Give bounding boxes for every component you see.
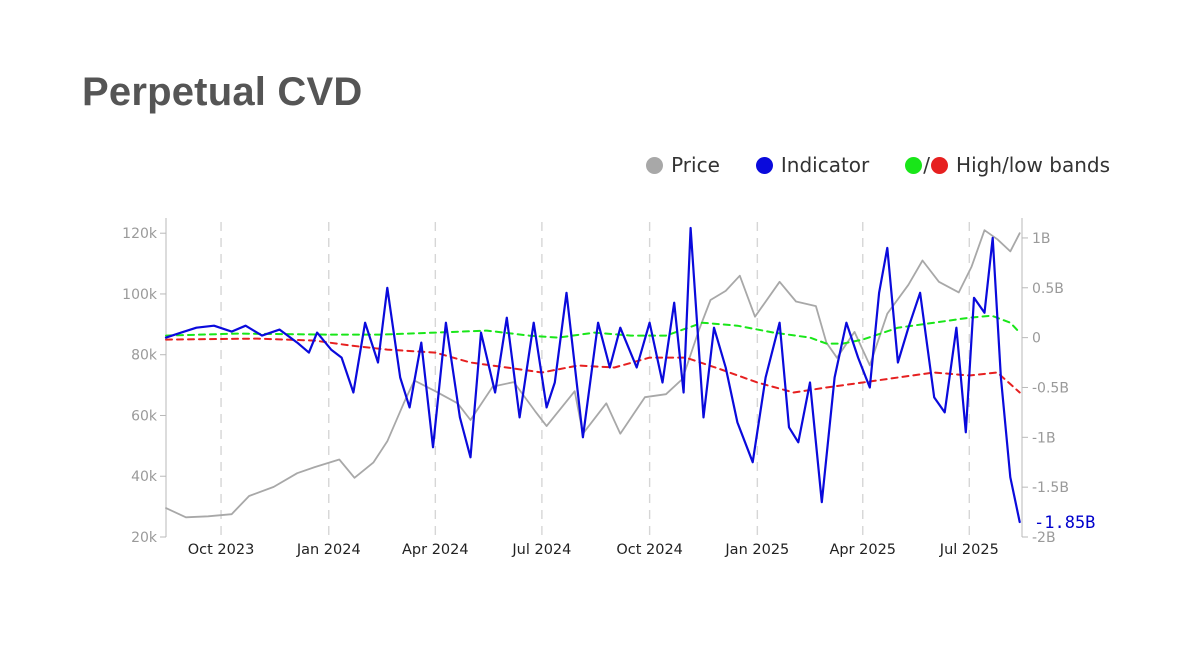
right-tick-label: 0 — [1032, 331, 1041, 347]
right-tick-label: 0.5B — [1032, 281, 1064, 297]
legend-item-bands[interactable]: / High/low bands — [905, 153, 1110, 177]
x-tick-label: Oct 2023 — [188, 542, 255, 558]
page-title: Perpetual CVD — [82, 70, 363, 114]
right-tick-label: -1.5B — [1032, 480, 1069, 496]
legend-separator: / — [923, 153, 931, 177]
legend-item-price[interactable]: Price — [646, 153, 720, 177]
x-tick-label: Apr 2025 — [829, 542, 896, 558]
price-line — [165, 229, 1021, 519]
x-tick-label: Jan 2024 — [296, 542, 361, 558]
right-tick-label: -0.5B — [1032, 380, 1069, 396]
left-tick-label: 120k — [122, 226, 158, 242]
x-tick-label: Oct 2024 — [616, 542, 683, 558]
high-band-line — [165, 314, 1021, 345]
legend-item-indicator[interactable]: Indicator — [755, 153, 870, 177]
legend-indicator-label: Indicator — [780, 153, 870, 177]
chart-legend: Price Indicator / High/low bands — [610, 153, 1110, 177]
legend-price-label: Price — [671, 153, 720, 177]
price-dot-icon — [646, 156, 664, 174]
left-tick-label: 60k — [131, 408, 158, 424]
high-band-dot-icon — [905, 156, 923, 174]
right-tick-label: -1B — [1032, 430, 1056, 446]
left-tick-label: 20k — [131, 530, 158, 546]
left-tick-label: 100k — [122, 287, 158, 303]
x-tick-label: Apr 2024 — [402, 542, 469, 558]
last-value-label: -1.85B — [1034, 513, 1095, 533]
x-tick-label: Jul 2025 — [939, 542, 999, 558]
low-band-dot-icon — [931, 156, 949, 174]
right-tick-label: 1B — [1032, 231, 1051, 247]
x-tick-label: Jul 2024 — [511, 542, 571, 558]
indicator-dot-icon — [755, 156, 773, 174]
indicator-line — [164, 226, 1021, 524]
low-band-line — [165, 337, 1021, 394]
x-tick-label: Jan 2025 — [724, 542, 789, 558]
right-tick-label: -2B — [1032, 530, 1056, 546]
legend-bands-label: High/low bands — [956, 153, 1110, 177]
left-tick-label: 40k — [131, 469, 158, 485]
left-tick-label: 80k — [131, 348, 158, 364]
